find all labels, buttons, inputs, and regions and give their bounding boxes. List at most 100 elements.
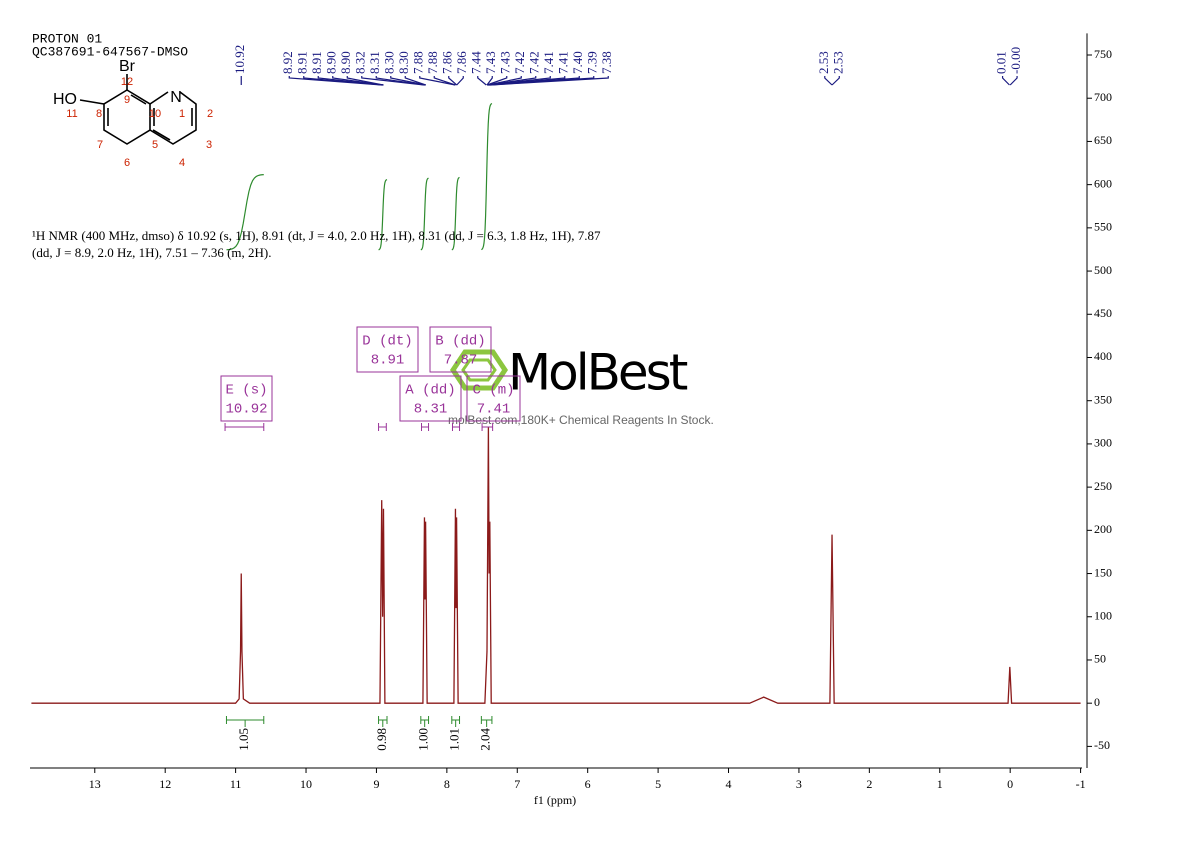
y-tick-label: 0 xyxy=(1094,695,1100,709)
peak-label: 8.91 xyxy=(295,51,310,74)
multiplet-range xyxy=(378,423,387,431)
watermark-brand: MolBest xyxy=(508,344,688,402)
header-line: PROTON 01 xyxy=(32,31,102,46)
integral-label: 1.01 xyxy=(447,728,462,751)
y-tick-label: 200 xyxy=(1094,522,1112,536)
x-tick-label: 5 xyxy=(655,777,661,791)
peak-label: 7.41 xyxy=(541,51,556,74)
x-tick-label: 4 xyxy=(726,777,732,791)
atom-number: 12 xyxy=(121,76,133,88)
peak-connector xyxy=(419,76,456,86)
bond xyxy=(79,74,128,105)
y-tick-label: 400 xyxy=(1094,349,1112,363)
peak-label: 7.38 xyxy=(599,51,614,74)
atom-number: 9 xyxy=(124,94,130,106)
peak-label: 8.90 xyxy=(324,51,339,74)
peak-connector xyxy=(486,76,508,86)
integral-curve xyxy=(378,179,388,251)
y-tick-label: 550 xyxy=(1094,220,1112,234)
watermark: MolBest molBest.com,180K+ Chemical Reage… xyxy=(448,344,714,428)
x-tick-label: 2 xyxy=(866,777,872,791)
peak-label: 8.90 xyxy=(338,51,353,74)
x-tick-label: 9 xyxy=(373,777,379,791)
multiplet-box xyxy=(220,375,273,422)
y-tick-label: 450 xyxy=(1094,306,1112,320)
peak-label: 0.01 xyxy=(994,51,1009,74)
x-tick-label: 8 xyxy=(444,777,450,791)
peak-label: 7.88 xyxy=(425,51,440,74)
multiplet-box xyxy=(399,375,462,422)
multiplet-shift: 7.87 xyxy=(444,353,478,369)
peak-connector xyxy=(390,76,426,86)
multiplet-name: A (dd) xyxy=(405,383,455,399)
y-tick-label: 300 xyxy=(1094,436,1112,450)
peak-label: 7.88 xyxy=(411,51,426,74)
x-tick-label: -1 xyxy=(1076,777,1086,791)
peak-label: 7.41 xyxy=(556,51,571,74)
y-tick-label: 750 xyxy=(1094,47,1112,61)
multiplet-shift: 10.92 xyxy=(225,402,267,418)
atom-number: 1 xyxy=(179,108,185,120)
peak-connector xyxy=(486,76,493,86)
nmr-description: ¹H NMR (400 MHz, dmso) δ 10.92 (s, 1H), … xyxy=(32,228,601,260)
peak-label: -0.00 xyxy=(1008,47,1023,74)
x-tick-label: 12 xyxy=(159,777,171,791)
multiplet-box xyxy=(466,375,521,422)
multiplet-name: D (dt) xyxy=(362,334,412,350)
multiplet-name: C (m) xyxy=(472,383,514,399)
watermark-tagline: molBest.com,180K+ Chemical Reagents In S… xyxy=(448,413,714,427)
x-axis-label: f1 (ppm) xyxy=(534,793,576,807)
multiplet-box xyxy=(429,326,492,373)
x-tick-label: 11 xyxy=(230,777,242,791)
logo xyxy=(461,358,497,382)
peak-label: 7.86 xyxy=(440,51,455,74)
y-tick-label: 650 xyxy=(1094,133,1112,147)
y-tick-label: 700 xyxy=(1094,90,1112,104)
peak-label: 7.44 xyxy=(469,51,484,74)
atom-number: 11 xyxy=(66,108,77,120)
integral-label: 1.05 xyxy=(236,728,251,751)
double-bond xyxy=(107,94,193,141)
x-tick-label: 0 xyxy=(1007,777,1013,791)
atom-number: 10 xyxy=(149,108,161,120)
peak-connector xyxy=(448,76,458,86)
atom-number: 6 xyxy=(124,157,130,169)
multiplet-shift: 8.31 xyxy=(414,402,448,418)
peak-connector xyxy=(332,76,384,86)
peak-label: 8.30 xyxy=(382,51,397,74)
peak-label: 7.42 xyxy=(512,51,527,74)
multiplet-shift: 8.91 xyxy=(371,353,405,369)
integral-label: 0.98 xyxy=(374,728,389,751)
peak-connector xyxy=(831,76,840,86)
atom-label: N xyxy=(170,89,182,106)
atom-number: 4 xyxy=(179,157,185,169)
multiplet-range xyxy=(421,423,430,431)
peak-label: 8.91 xyxy=(309,51,324,74)
peak-connector xyxy=(824,76,833,86)
peak-connector xyxy=(404,76,426,86)
atom-label: HO xyxy=(53,91,77,108)
integral-curve xyxy=(481,102,493,251)
peak-label: 7.39 xyxy=(585,51,600,74)
multiplet-range xyxy=(224,423,265,431)
y-tick-label: 600 xyxy=(1094,176,1112,190)
peak-connector xyxy=(1001,76,1010,86)
multiplet-range xyxy=(481,423,494,431)
peak-connector xyxy=(490,76,609,86)
peak-label: 2.53 xyxy=(830,51,845,74)
peak-label: 7.40 xyxy=(570,51,585,74)
y-tick-label: 500 xyxy=(1094,263,1112,277)
peak-label: 7.42 xyxy=(527,51,542,74)
peak-label: 7.43 xyxy=(483,51,498,74)
atom-label: Br xyxy=(119,58,136,75)
peak-connector xyxy=(477,76,487,86)
peak-connector xyxy=(361,76,425,86)
x-tick-label: 7 xyxy=(514,777,520,791)
y-tick-label: 100 xyxy=(1094,609,1112,623)
y-tick-label: 50 xyxy=(1094,652,1106,666)
peak-label: 8.31 xyxy=(367,51,382,74)
y-tick-label: 250 xyxy=(1094,479,1112,493)
x-tick-label: 3 xyxy=(796,777,802,791)
